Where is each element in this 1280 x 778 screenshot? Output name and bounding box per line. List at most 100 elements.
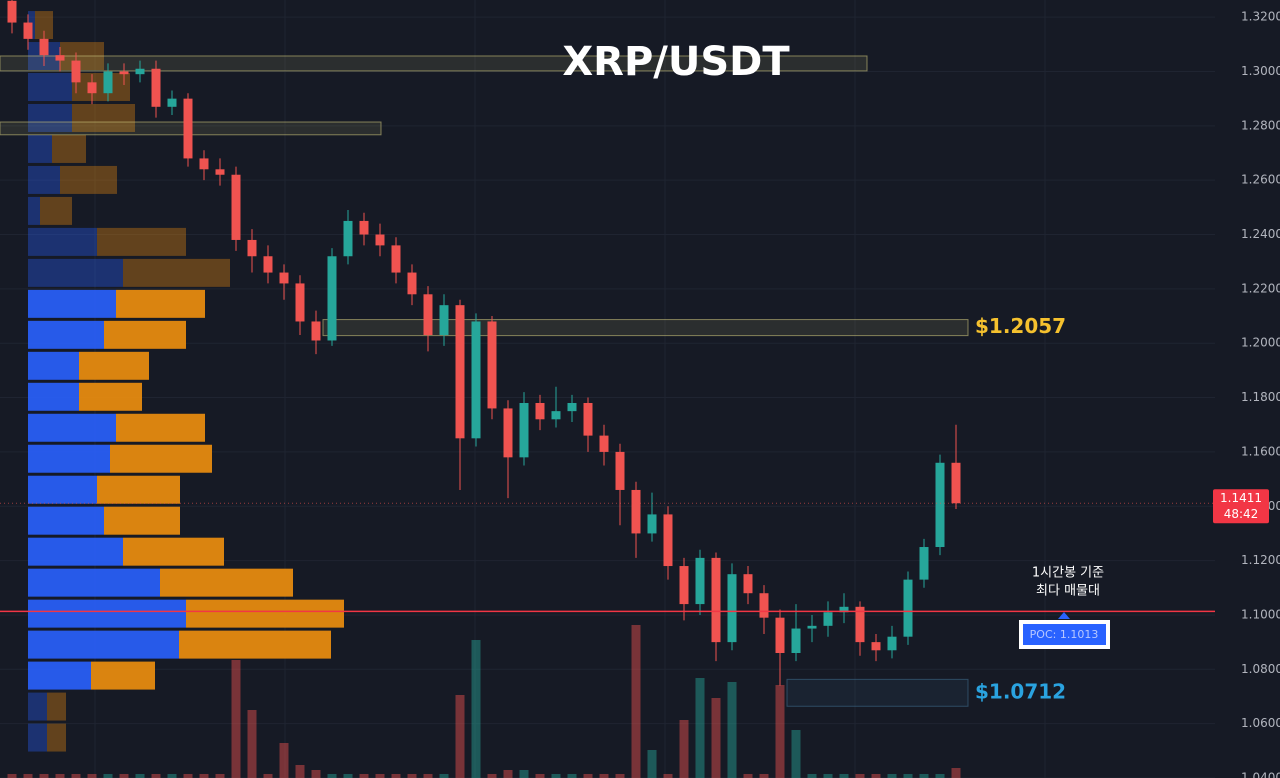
candle-body xyxy=(263,256,273,273)
profile-sell xyxy=(104,320,186,349)
profile-buy xyxy=(28,165,60,194)
profile-buy xyxy=(28,537,123,566)
volume-bar xyxy=(71,774,81,778)
profile-buy xyxy=(28,320,104,349)
candle-body xyxy=(887,636,897,651)
profile-sell xyxy=(116,289,205,318)
volume-bar xyxy=(935,774,945,778)
y-tick-label: 1.0400 xyxy=(1241,771,1280,778)
profile-buy xyxy=(28,73,72,101)
profile-sell xyxy=(40,196,72,225)
volume-bar xyxy=(903,774,913,778)
candle-body xyxy=(791,628,801,653)
candle-body xyxy=(391,245,401,273)
y-tick-label: 1.0600 xyxy=(1241,716,1280,730)
candle-body xyxy=(519,402,529,458)
profile-sell xyxy=(97,475,180,504)
annotation: 1시간봉 기준 xyxy=(1032,566,1104,581)
profile-buy xyxy=(28,413,116,442)
candle-body xyxy=(151,68,161,107)
candle-body xyxy=(871,642,881,651)
volume-bar xyxy=(7,774,17,778)
volume-bar xyxy=(87,774,97,778)
candle-body xyxy=(55,55,65,61)
profile-sell xyxy=(72,73,130,101)
profile-buy xyxy=(28,351,79,380)
y-tick-label: 1.3000 xyxy=(1241,64,1280,78)
volume-bar xyxy=(887,774,897,778)
volume-bar xyxy=(839,774,849,778)
candle-body xyxy=(823,612,833,626)
profile-buy xyxy=(28,506,104,535)
volume-bar xyxy=(135,774,145,778)
candle-body xyxy=(679,566,689,605)
volume-bar xyxy=(471,640,481,778)
candle-body xyxy=(23,22,33,39)
volume-bar xyxy=(247,710,257,778)
profile-sell xyxy=(91,661,155,690)
y-tick-label: 1.2600 xyxy=(1241,173,1280,187)
candle-body xyxy=(487,321,497,409)
volume-bar xyxy=(407,774,417,778)
candle-body xyxy=(87,82,97,94)
candle-body xyxy=(935,462,945,548)
profile-buy xyxy=(28,196,40,225)
volume-bar xyxy=(743,774,753,778)
candle-body xyxy=(119,71,129,75)
profile-sell xyxy=(186,599,344,628)
profile-buy xyxy=(28,289,116,318)
volume-bar xyxy=(631,625,641,778)
profile-sell xyxy=(123,537,224,566)
candle-body xyxy=(39,38,49,56)
profile-sell xyxy=(72,103,135,132)
candle-body xyxy=(71,60,81,83)
volume-bar xyxy=(951,768,961,778)
candle-body xyxy=(359,220,369,235)
volume-bar xyxy=(279,743,289,778)
candle-body xyxy=(535,402,545,420)
candle-body xyxy=(567,402,577,412)
candle-body xyxy=(951,462,961,504)
zone-label: $1.2057 xyxy=(975,314,1066,338)
volume-bar xyxy=(39,774,49,778)
profile-sell xyxy=(47,692,66,721)
candle-body xyxy=(855,606,865,643)
volume-bar xyxy=(791,730,801,778)
candle-body xyxy=(103,71,113,94)
profile-sell xyxy=(52,134,86,163)
candle-body xyxy=(215,169,225,175)
candle-body xyxy=(663,514,673,567)
volume-bar xyxy=(551,774,561,778)
y-tick-label: 1.1200 xyxy=(1241,553,1280,567)
volume-bar xyxy=(439,774,449,778)
volume-bar xyxy=(615,774,625,778)
volume-bar xyxy=(823,774,833,778)
profile-sell xyxy=(79,382,142,411)
volume-bar xyxy=(327,774,337,778)
volume-bar xyxy=(391,774,401,778)
profile-sell xyxy=(47,723,66,752)
volume-bar xyxy=(375,774,385,778)
candle-body xyxy=(407,272,417,295)
volume-bar xyxy=(695,678,705,778)
profile-buy xyxy=(28,382,79,411)
volume-bar xyxy=(311,770,321,778)
candle-body xyxy=(503,408,513,458)
candle-body xyxy=(631,489,641,534)
candle-body xyxy=(199,158,209,170)
candle-body xyxy=(903,579,913,637)
volume-bar xyxy=(359,774,369,778)
volume-bar xyxy=(727,682,737,778)
y-tick-label: 1.1600 xyxy=(1241,444,1280,458)
volume-bar xyxy=(167,774,177,778)
last-price-tag xyxy=(1213,489,1269,524)
poc-label: POC: 1.1013 xyxy=(1030,628,1099,641)
candle-body xyxy=(711,557,721,643)
candle-body xyxy=(647,514,657,534)
candle-body xyxy=(471,321,481,439)
volume-bar xyxy=(487,774,497,778)
chart-title: XRP/USDT xyxy=(562,39,790,85)
profile-buy xyxy=(28,444,110,473)
profile-buy xyxy=(28,599,186,628)
